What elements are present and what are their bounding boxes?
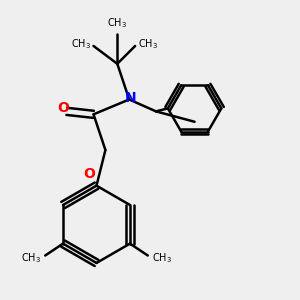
Text: CH$_3$: CH$_3$ xyxy=(107,16,127,30)
Text: N: N xyxy=(125,91,136,105)
Text: CH$_3$: CH$_3$ xyxy=(138,38,158,51)
Text: CH$_3$: CH$_3$ xyxy=(70,38,91,51)
Text: O: O xyxy=(83,167,95,181)
Text: O: O xyxy=(57,101,69,115)
Text: CH$_3$: CH$_3$ xyxy=(152,252,172,266)
Text: CH$_3$: CH$_3$ xyxy=(21,252,41,266)
